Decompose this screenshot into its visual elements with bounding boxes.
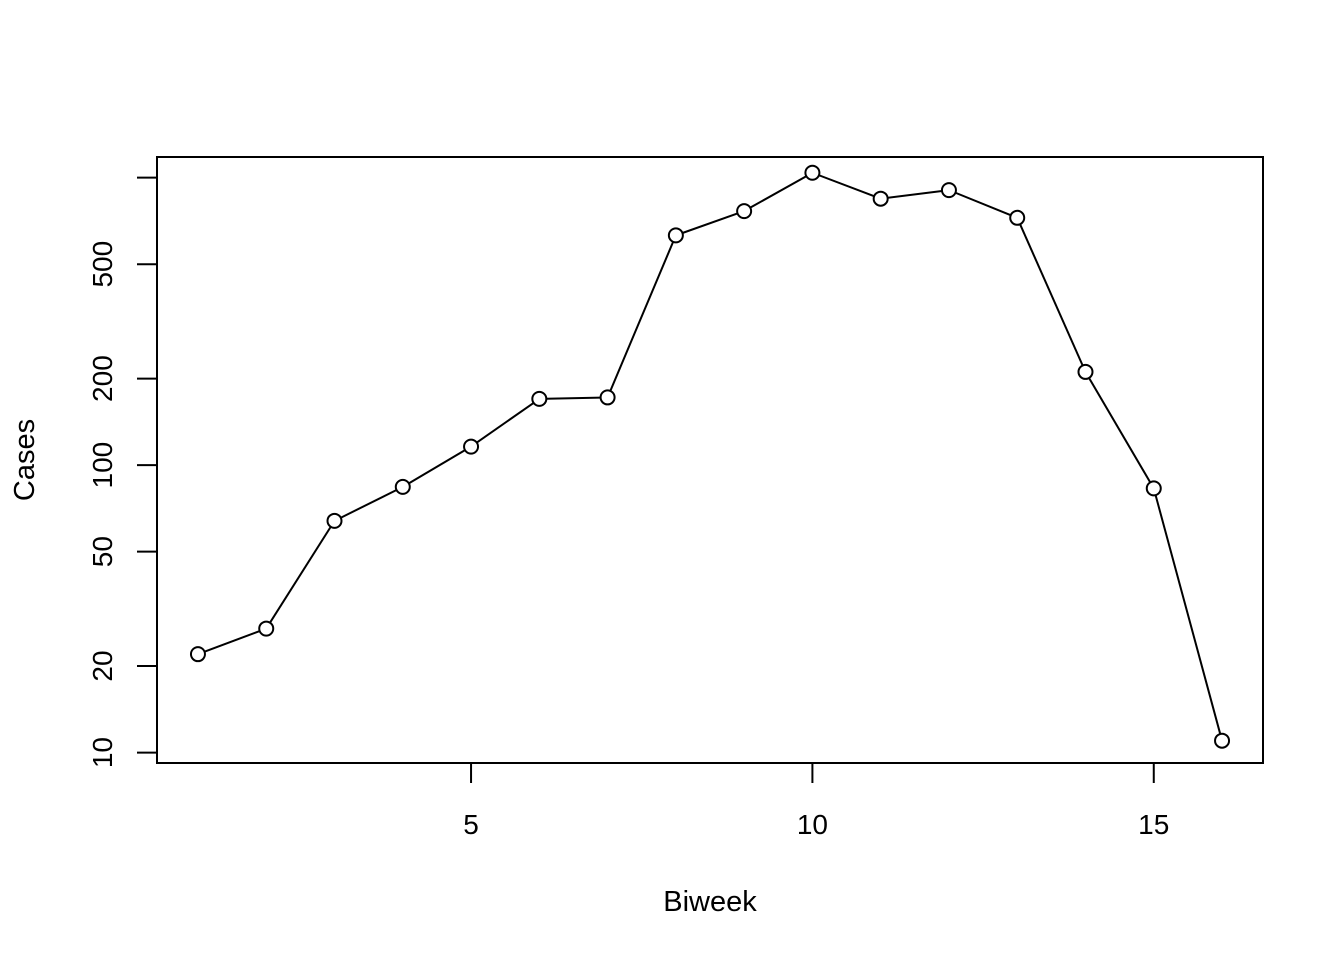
y-tick-label: 50 [87,536,118,567]
data-point [1214,732,1231,749]
data-point [667,227,684,244]
y-tick-label: 100 [87,442,118,489]
series-line-segment [269,526,332,624]
data-point [531,390,548,407]
data-point [394,478,411,495]
series-line-segment [204,630,261,653]
y-tick-label: 20 [87,650,118,681]
data-point [258,620,275,637]
series-line-segment [340,489,397,519]
series-line-segment [682,212,738,234]
y-tick-label: 500 [87,241,118,288]
series-points-group [189,164,1231,749]
y-tick-label: 10 [87,737,118,768]
data-point [872,190,889,207]
data-point [940,182,957,199]
series-line-segment [818,174,875,198]
series-line-group [204,174,1222,735]
series-line-segment [955,191,1012,217]
x-tick-label: 5 [463,809,479,840]
plot-frame [156,156,1264,764]
x-tick-label: 15 [1138,809,1169,840]
data-point [599,389,616,406]
data-point [326,512,343,529]
series-line-segment [749,175,807,209]
series-line-segment [476,402,535,444]
series-line-segment [1154,494,1222,735]
x-tick-label: 10 [797,809,828,840]
data-point [1077,363,1094,380]
series-line-segment [887,190,943,199]
series-line-segment [546,396,601,400]
series-line-segment [609,241,675,392]
data-point [1009,209,1026,226]
data-point [804,164,821,181]
series-line-segment [1019,223,1084,366]
x-axis-label: Biweek [663,886,757,918]
data-point [189,646,206,663]
x-axis: 5 10 15 [463,763,1169,840]
y-axis-label: Cases [9,419,41,501]
data-point [736,203,753,220]
y-tick-label: 200 [87,355,118,402]
y-axis: 10 20 50 100 200 500 [87,176,157,768]
series-line-segment [408,449,466,485]
data-point [1145,480,1162,497]
data-point [463,438,480,455]
series-line-segment [1088,377,1152,483]
